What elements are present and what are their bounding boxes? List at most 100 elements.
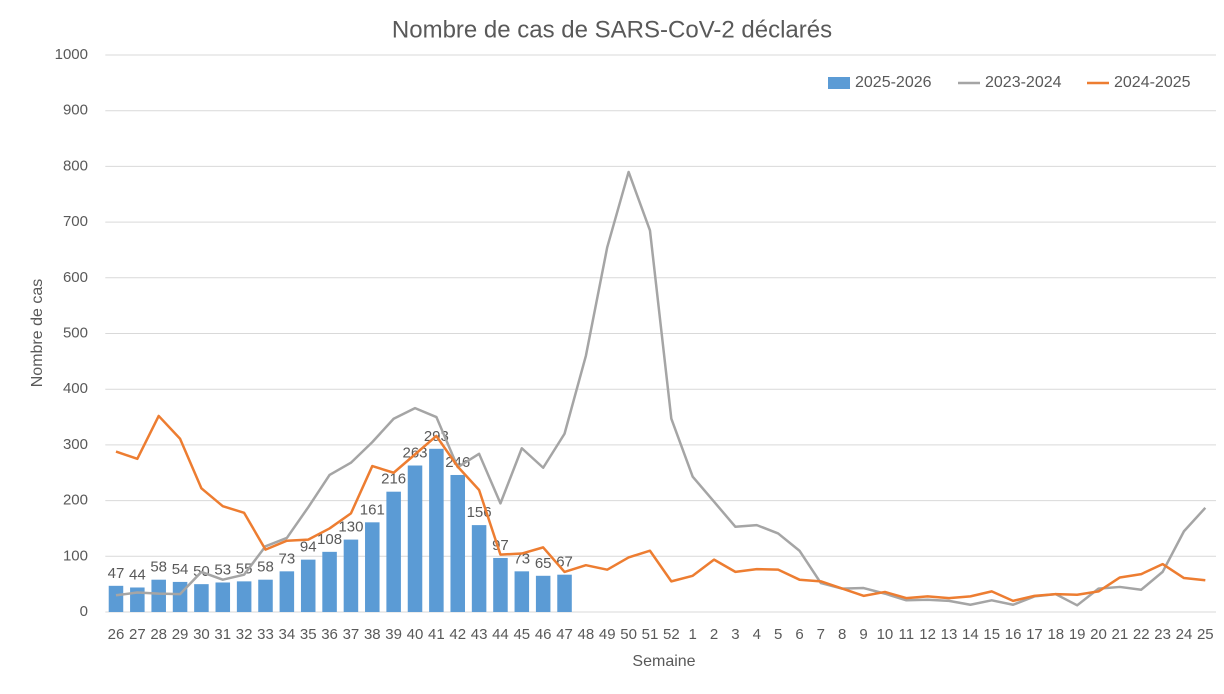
x-tick-label: 44 [492,626,509,643]
bar [365,522,380,612]
data-label: 65 [535,555,552,572]
bar [108,585,124,612]
legend-label: 2023-2024 [985,74,1062,91]
x-tick-label: 4 [753,626,761,643]
data-label: 53 [214,561,231,578]
bar [151,579,166,612]
x-tick-label: 41 [428,626,445,643]
x-tick-label: 32 [236,626,253,643]
x-tick-label: 37 [343,626,360,643]
x-tick-label: 14 [962,626,979,643]
x-tick-label: 51 [642,626,659,643]
x-tick-label: 29 [172,626,189,643]
x-tick-label: 28 [150,626,167,643]
x-tick-label: 38 [364,626,381,643]
data-label: 94 [300,539,317,556]
line [115,170,1207,607]
data-label: 161 [360,501,385,518]
x-tick-label: 50 [620,626,637,643]
data-label: 55 [236,560,253,577]
x-tick-label: 34 [279,626,296,643]
y-tick-label: 700 [63,213,88,230]
x-tick-label: 24 [1176,626,1193,643]
bar [172,581,188,612]
chart-title: Nombre de cas de SARS-CoV-2 déclarés [392,16,832,43]
x-tick-label: 16 [1005,626,1022,643]
data-label: 58 [150,559,167,576]
x-tick-label: 12 [919,626,936,643]
x-tick-label: 39 [385,626,402,643]
x-tick-label: 43 [471,626,488,643]
data-label: 73 [279,550,296,567]
x-tick-label: 19 [1069,626,1086,643]
bar [493,557,508,612]
x-tick-label: 13 [941,626,958,643]
bar [557,574,572,612]
bar [279,571,295,612]
x-tick-label: 17 [1026,626,1043,643]
x-tick-label: 1 [689,626,697,643]
bar [535,575,551,612]
data-label: 58 [257,559,274,576]
data-label: 67 [556,554,573,571]
x-tick-label: 5 [774,626,782,643]
bar [194,584,209,612]
y-tick-label: 900 [63,102,88,119]
bar [130,587,145,612]
bar [450,474,465,612]
y-tick-label: 800 [63,157,88,174]
legend-label: 2025-2026 [855,74,932,91]
x-tick-label: 22 [1133,626,1150,643]
x-tick-label: 40 [407,626,424,643]
x-tick-label: 49 [599,626,616,643]
x-tick-label: 20 [1090,626,1107,643]
legend-swatch [828,77,850,89]
x-tick-label: 10 [877,626,894,643]
x-tick-label: 15 [983,626,1000,643]
y-axis-label: Nombre de cas [29,279,46,388]
x-tick-label: 42 [449,626,466,643]
y-tick-label: 200 [63,492,88,509]
x-tick-label: 33 [257,626,274,643]
x-tick-label: 3 [731,626,739,643]
bar [300,559,316,612]
x-tick-label: 35 [300,626,317,643]
x-tick-label: 45 [513,626,530,643]
x-tick-label: 52 [663,626,680,643]
data-label: 54 [172,561,189,578]
bar [407,465,423,612]
x-axis-label: Semaine [632,653,695,670]
x-tick-label: 47 [556,626,573,643]
x-tick-label: 23 [1154,626,1171,643]
data-label: 130 [338,519,363,536]
data-label: 108 [317,531,342,548]
bar [514,571,530,612]
y-tick-label: 600 [63,269,88,286]
x-tick-label: 8 [838,626,846,643]
y-tick-label: 100 [63,547,88,564]
x-tick-label: 2 [710,626,718,643]
bar [322,551,337,612]
line [115,414,1206,603]
data-label: 47 [108,565,125,582]
data-label: 44 [129,566,146,583]
x-tick-label: 36 [321,626,338,643]
x-tick-label: 26 [108,626,125,643]
y-tick-label: 400 [63,380,88,397]
x-tick-label: 46 [535,626,552,643]
x-tick-label: 25 [1197,626,1214,643]
y-tick-label: 500 [63,324,88,341]
data-label: 216 [381,471,406,488]
x-tick-label: 21 [1112,626,1129,643]
bar [258,579,273,612]
x-tick-label: 31 [214,626,231,643]
legend-label: 2024-2025 [1114,74,1191,91]
x-tick-label: 7 [817,626,825,643]
bar [236,581,252,612]
x-tick-label: 9 [859,626,867,643]
bar [343,539,359,612]
x-tick-label: 30 [193,626,210,643]
x-tick-label: 6 [795,626,803,643]
bar [386,491,401,612]
